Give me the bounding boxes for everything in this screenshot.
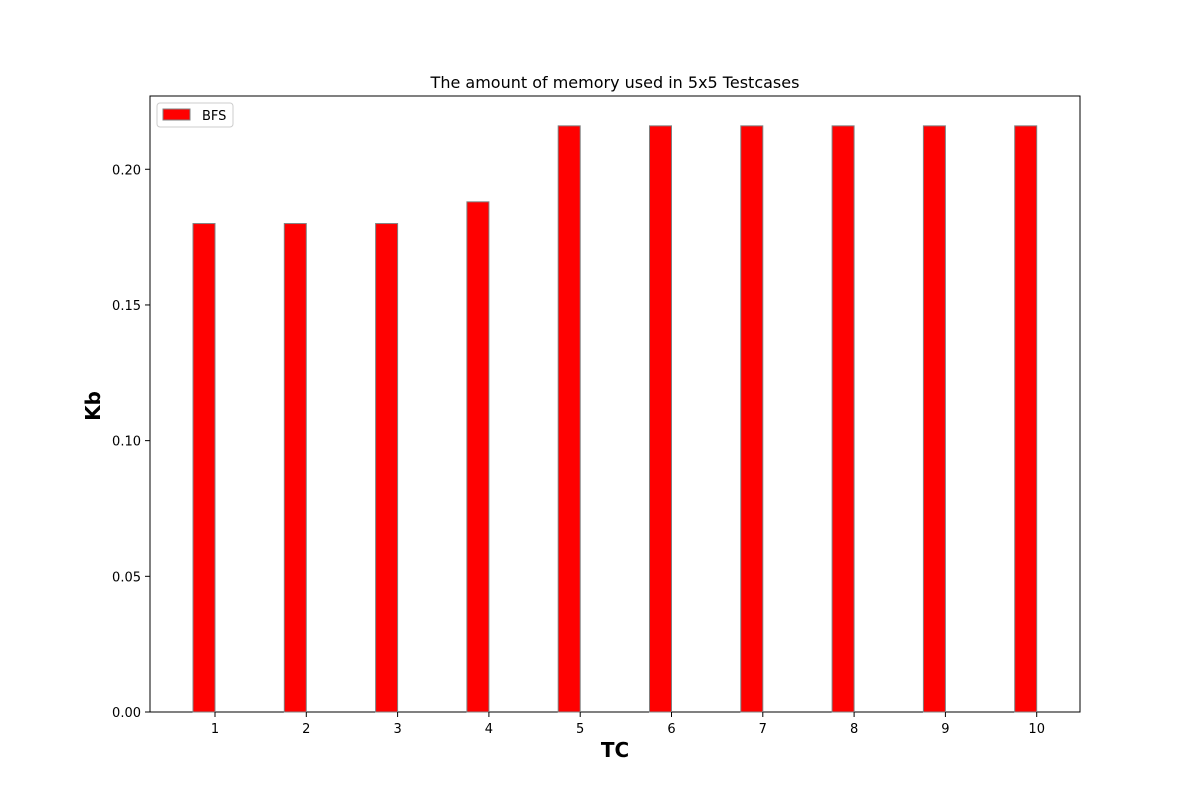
bars-group [192,125,1038,713]
x-tick-label: 4 [485,722,493,737]
x-tick-label: 2 [302,722,310,737]
bar-bfs-tc-8 [831,125,855,713]
bar-bfs-tc-7 [740,125,764,713]
x-axis: 1 2 3 4 5 6 7 8 9 10 [211,712,1045,737]
x-tick-label: 7 [759,722,767,737]
bar-bfs-tc-1 [192,223,216,713]
x-tick-label: 3 [393,722,401,737]
bar-bfs-tc-4 [466,201,490,713]
bar-bfs-tc-9 [922,125,946,713]
x-tick-label: 9 [941,722,949,737]
y-axis: 0.00 0.05 0.10 0.15 0.20 [112,163,150,721]
x-tick-label: 10 [1028,722,1045,737]
legend-swatch-bfs [162,108,191,121]
bar-bfs-tc-10 [1014,125,1038,713]
x-tick-label: 5 [576,722,584,737]
y-tick-label: 0.00 [112,706,141,721]
y-tick-label: 0.05 [112,570,141,585]
y-axis-label: Kb [81,391,105,421]
bar-bfs-tc-3 [375,223,399,713]
bar-bfs-tc-6 [649,125,672,713]
chart-title: The amount of memory used in 5x5 Testcas… [430,73,800,92]
bar-bfs-tc-2 [283,223,307,713]
x-axis-label: TC [601,738,629,762]
x-tick-label: 8 [850,722,858,737]
legend: BFS [156,102,234,128]
legend-label-bfs: BFS [202,109,226,124]
x-tick-label: 1 [211,722,219,737]
y-tick-label: 0.20 [112,163,141,178]
y-tick-label: 0.15 [112,299,141,314]
x-tick-label: 6 [667,722,675,737]
bar-bfs-tc-5 [557,125,581,713]
y-tick-label: 0.10 [112,435,141,450]
